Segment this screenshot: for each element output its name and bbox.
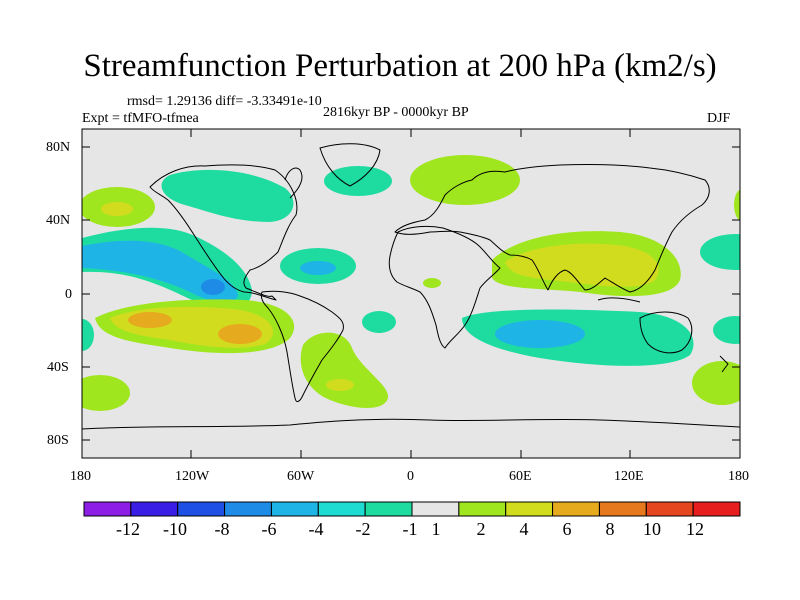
colorbar-label: 6 xyxy=(562,519,572,539)
contour-west-edge-negative xyxy=(82,319,94,351)
colorbar-label: -1 xyxy=(402,519,418,539)
colorbar-label: 4 xyxy=(519,519,529,539)
lat-tick-label: 80N xyxy=(46,140,71,155)
coast-north-america xyxy=(149,164,298,301)
contour-south-pacific-positive-peak xyxy=(218,324,262,344)
contour-europe-positive xyxy=(410,155,520,205)
contour-asia-positive-core xyxy=(505,243,659,287)
coast-hudson xyxy=(284,167,303,199)
contour-southwest-pacific-positive xyxy=(692,361,740,405)
contour-south-pacific-positive-west-peak xyxy=(128,312,172,328)
colorbar-swatch xyxy=(177,501,226,517)
colorbar-label: 2 xyxy=(476,519,486,539)
colorbar-swatch xyxy=(130,501,179,517)
contour-north-pacific-positive-core xyxy=(101,202,133,216)
colorbar-swatch xyxy=(552,501,600,517)
lon-tick-label: 120W xyxy=(175,469,210,484)
lon-tick-label: 180 xyxy=(70,469,91,484)
experiment-label: Expt = tfMFO-tfmea xyxy=(82,111,199,126)
coast-greenland xyxy=(319,143,381,187)
tick-marks xyxy=(82,129,740,458)
contour-northeast-pacific-negative-core xyxy=(82,240,238,303)
coast-eurasia xyxy=(394,163,710,293)
colorbar-label: 8 xyxy=(605,519,615,539)
contour-east-edge-positive xyxy=(734,189,740,221)
contour-south-indian-negative-core xyxy=(495,320,585,348)
season-label: DJF xyxy=(707,111,731,126)
colorbar-swatch xyxy=(364,501,413,517)
contour-south-pacific-east-positive xyxy=(82,375,130,411)
colorbar-label: 1 xyxy=(431,519,441,539)
lon-tick-label: 60W xyxy=(287,469,315,484)
coastlines xyxy=(82,143,740,430)
lat-tick-label: 80S xyxy=(47,433,69,448)
colorbar-swatch xyxy=(692,501,741,517)
coast-indonesia xyxy=(597,297,641,303)
colorbar-swatch xyxy=(458,501,507,517)
lat-tick-label: 0 xyxy=(65,287,72,302)
colorbar-label: -4 xyxy=(308,519,324,539)
coast-africa xyxy=(388,225,501,349)
contour-south-atlantic-negative xyxy=(362,311,396,333)
contour-fill-layer xyxy=(82,155,740,411)
colorbar-swatch xyxy=(598,501,647,517)
colorbar-label: -6 xyxy=(261,519,277,539)
colorbar-swatch xyxy=(83,501,132,517)
lon-tick-label: 0 xyxy=(407,469,414,484)
colorbar-label: 10 xyxy=(643,519,661,539)
colorbar-label: -10 xyxy=(163,519,187,539)
colorbar-label: -12 xyxy=(116,519,140,539)
stats-text: rmsd= 1.29136 diff= -3.33491e-10 xyxy=(127,94,322,109)
colorbar-label: 12 xyxy=(686,519,704,539)
colorbar-swatch xyxy=(224,501,272,517)
colorbar-label: -2 xyxy=(355,519,371,539)
colorbar xyxy=(83,501,741,517)
coast-australia xyxy=(639,311,693,354)
coast-antarctica xyxy=(82,418,740,430)
map-title: Streamfunction Perturbation at 200 hPa (… xyxy=(83,48,717,84)
lon-tick-label: 60E xyxy=(509,469,532,484)
colorbar-swatch xyxy=(317,501,366,517)
contour-south-america-positive xyxy=(300,332,389,408)
colorbar-swatch xyxy=(411,501,460,517)
contour-west-africa-positive xyxy=(423,278,441,288)
lat-tick-label: 40S xyxy=(47,360,69,375)
contour-caribbean-negative-core xyxy=(300,261,336,275)
contour-north-america-negative xyxy=(161,169,294,222)
contour-south-america-positive-core xyxy=(326,379,354,391)
colorbar-swatch xyxy=(270,501,319,517)
coast-new-zealand xyxy=(719,355,729,373)
period-label: 2816kyr BP - 0000kyr BP xyxy=(323,105,469,120)
colorbar-swatch xyxy=(505,501,554,517)
colorbar-swatch xyxy=(645,501,694,517)
contour-west-pacific-negative xyxy=(700,234,740,270)
lon-tick-label: 180 xyxy=(728,469,749,484)
colorbar-label: -8 xyxy=(214,519,230,539)
lon-tick-label: 120E xyxy=(614,469,644,484)
contour-east-edge-negative xyxy=(713,316,740,344)
coast-south-america xyxy=(260,290,344,403)
contour-mexico-negative-core xyxy=(201,279,225,295)
lat-tick-label: 40N xyxy=(46,213,71,228)
